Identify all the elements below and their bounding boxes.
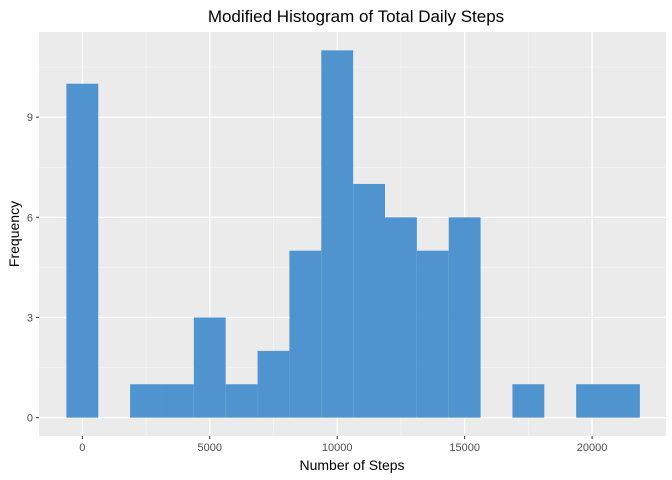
chart-title: Modified Histogram of Total Daily Steps (208, 7, 504, 26)
histogram-bar (576, 384, 609, 418)
x-tick-label: 20000 (577, 442, 608, 454)
histogram-bar (353, 183, 385, 418)
y-tick-label: 6 (27, 212, 33, 224)
x-tick-label: 5000 (198, 442, 222, 454)
histogram-bar (289, 250, 322, 418)
x-tick-label: 10000 (322, 442, 353, 454)
x-tick-label: 15000 (449, 442, 480, 454)
y-tick-label: 3 (27, 312, 33, 324)
y-axis-title: Frequency (6, 201, 22, 267)
histogram-bar (321, 50, 354, 418)
y-axis-ticks: 0 3 6 9 (27, 112, 39, 425)
histogram-bar (384, 217, 417, 418)
histogram-bar (608, 384, 640, 418)
histogram-bar (66, 83, 99, 418)
x-tick-label: 0 (79, 442, 85, 454)
y-tick-label: 9 (27, 112, 33, 124)
histogram-bar (225, 384, 258, 418)
x-axis-title: Number of Steps (299, 457, 404, 473)
histogram-bar (130, 384, 162, 418)
histogram-bar (193, 317, 226, 418)
histogram-bar (512, 384, 545, 418)
x-axis-ticks: 0 5000 10000 15000 20000 (79, 436, 607, 454)
histogram-bar (416, 250, 449, 418)
histogram-bars (66, 50, 640, 418)
histogram-bar (448, 217, 481, 418)
histogram-bar (161, 384, 194, 418)
histogram-bar (257, 350, 290, 418)
y-tick-label: 0 (27, 413, 33, 425)
